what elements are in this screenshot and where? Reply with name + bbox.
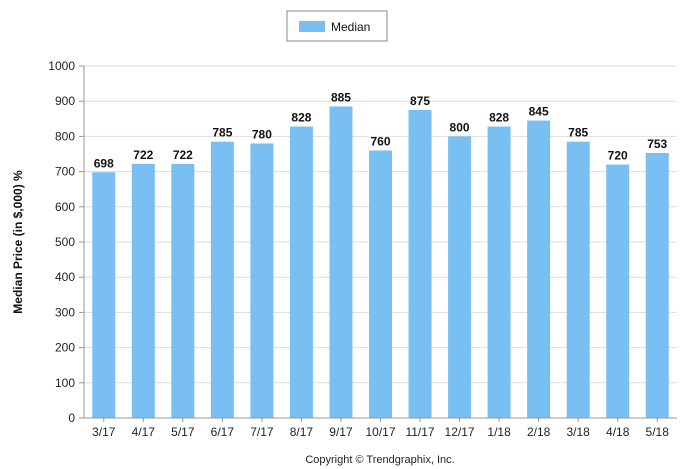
bar-value-label: 760: [370, 134, 390, 148]
bars: [92, 106, 669, 419]
bar-data-labels: 698 722 722 785 780 828 885 760 875 800 828 845 785 7…: [94, 90, 668, 170]
x-tick-label: 4/18: [606, 425, 630, 439]
y-tick-label: 800: [55, 129, 75, 143]
bar-3-17: [92, 172, 116, 418]
x-tick-label: 4/17: [132, 425, 156, 439]
bar-value-label: 885: [331, 90, 351, 104]
y-tick-label: 600: [55, 200, 75, 214]
x-tick-label: 5/18: [646, 425, 670, 439]
bar-value-label: 828: [291, 111, 311, 125]
x-tick-label: 8/17: [290, 425, 314, 439]
bar-value-label: 828: [489, 111, 509, 125]
x-tick-label: 11/17: [405, 425, 434, 439]
bar-10-17: [369, 150, 392, 419]
bar-value-label: 780: [252, 127, 272, 141]
x-axis-ticks: 3/17 4/17 5/17 6/17 7/17 8/17 9/17 10/17 11/17 12…: [92, 418, 669, 439]
y-tick-label: 400: [55, 270, 75, 284]
bar-value-label: 785: [568, 126, 588, 140]
x-tick-label: 9/17: [329, 425, 353, 439]
y-tick-label: 700: [55, 165, 75, 179]
y-axis-ticks: 0 100 200 300 400 500 600 700 800 900 1000: [48, 59, 84, 425]
y-tick-label: 100: [55, 376, 75, 390]
x-tick-label: 2/18: [527, 425, 551, 439]
bar-9-17: [329, 106, 353, 418]
bar-3-18: [566, 141, 590, 418]
legend-label-median: Median: [331, 20, 370, 34]
bar-value-label: 720: [608, 149, 628, 163]
bar-value-label: 800: [450, 120, 470, 134]
bar-value-label: 722: [133, 148, 153, 162]
bar-value-label: 785: [212, 126, 232, 140]
x-tick-label: 10/17: [365, 425, 395, 439]
bar-value-label: 753: [647, 137, 667, 151]
x-tick-label: 3/18: [566, 425, 590, 439]
y-tick-label: 0: [68, 411, 75, 425]
x-tick-label: 5/17: [171, 425, 195, 439]
y-tick-label: 500: [55, 235, 75, 249]
x-tick-label: 1/18: [487, 425, 511, 439]
legend-swatch: [299, 21, 325, 32]
bar-4-17: [131, 163, 155, 418]
bar-12-17: [448, 136, 472, 418]
bar-4-18: [606, 164, 630, 418]
bar-6-17: [210, 141, 234, 418]
x-tick-label: 3/17: [92, 425, 116, 439]
x-tick-label: 12/17: [445, 425, 475, 439]
y-tick-label: 300: [55, 305, 75, 319]
bar-value-label: 875: [410, 94, 430, 108]
bar-value-label: 722: [173, 148, 193, 162]
y-tick-label: 1000: [48, 59, 75, 73]
x-tick-label: 7/17: [250, 425, 274, 439]
bar-7-17: [250, 143, 274, 418]
y-tick-label: 200: [55, 341, 75, 355]
y-axis-title: Median Price (in $,000) %: [11, 170, 25, 314]
bar-2-18: [527, 120, 551, 418]
x-tick-label: 6/17: [211, 425, 235, 439]
copyright-text: Copyright © Trendgraphix, Inc.: [305, 454, 454, 466]
bar-11-17: [408, 110, 432, 418]
bar-5-18: [645, 152, 669, 418]
bar-1-18: [487, 126, 511, 418]
legend: Median: [286, 10, 388, 42]
bar-5-17: [171, 163, 195, 418]
bar-value-label: 698: [94, 156, 114, 170]
bar-8-17: [289, 126, 313, 418]
y-tick-label: 900: [55, 94, 75, 108]
bar-value-label: 845: [529, 105, 549, 119]
